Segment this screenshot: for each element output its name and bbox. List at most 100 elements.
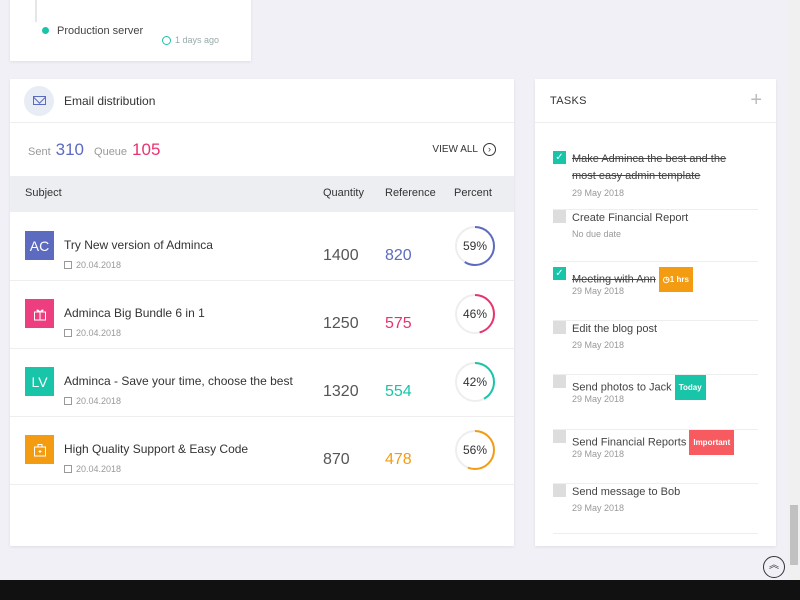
task-text: Meeting with Ann bbox=[572, 273, 656, 286]
briefcase-icon bbox=[33, 443, 46, 456]
task-text: Create Financial Report bbox=[572, 212, 689, 224]
percent-value: 59% bbox=[462, 239, 488, 253]
view-all-link[interactable]: VIEW ALL › bbox=[432, 143, 496, 156]
table-row[interactable]: LV Adminca - Save your time, choose the … bbox=[10, 349, 514, 417]
task-text-row: Send message to Bob bbox=[572, 484, 752, 501]
row-date: 20.04.2018 bbox=[64, 464, 121, 474]
column-subject: Subject bbox=[25, 187, 62, 199]
percent-ring: 46% bbox=[454, 293, 496, 340]
table-row[interactable]: Adminca Big Bundle 6 in 1 20.04.2018 125… bbox=[10, 281, 514, 349]
task-badge: ◷1 hrs bbox=[658, 267, 693, 292]
row-date-label: 20.04.2018 bbox=[76, 396, 122, 406]
sent-label: Sent bbox=[28, 146, 51, 158]
table-row[interactable]: AC Try New version of Adminca 20.04.2018… bbox=[10, 213, 514, 281]
queue-label: Queue bbox=[94, 146, 128, 158]
scroll-to-top-button[interactable]: ︽ bbox=[763, 556, 785, 578]
task-item[interactable]: Send photos to Jack Today 29 May 2018 bbox=[553, 375, 758, 430]
task-badge-label: 1 hrs bbox=[669, 275, 689, 284]
percent-value: 56% bbox=[462, 443, 488, 457]
percent-value: 42% bbox=[462, 375, 488, 389]
chevron-right-icon: › bbox=[483, 143, 496, 156]
avatar: AC bbox=[25, 231, 54, 260]
task-item[interactable]: Send Financial Reports Important 29 May 2… bbox=[553, 430, 758, 484]
task-text: Send photos to Jack bbox=[572, 381, 672, 394]
avatar: LV bbox=[25, 367, 54, 396]
task-date: 29 May 2018 bbox=[572, 286, 625, 296]
tasks-title: TASKS bbox=[550, 95, 587, 107]
task-checkbox[interactable]: ✓ bbox=[553, 151, 566, 164]
task-text-row: Send Financial Reports Important bbox=[572, 430, 752, 455]
row-date: 20.04.2018 bbox=[64, 260, 121, 270]
task-item[interactable]: Send message to Bob 29 May 2018 bbox=[553, 484, 758, 534]
table-header: Subject Quantity Reference Percent bbox=[10, 176, 514, 212]
row-reference: 820 bbox=[385, 247, 412, 264]
row-date-label: 20.04.2018 bbox=[76, 464, 122, 474]
task-checkbox[interactable] bbox=[553, 321, 566, 334]
timeline-item-text: Production server bbox=[57, 25, 144, 37]
sent-value: 310 bbox=[55, 140, 85, 159]
task-badge-label: Important bbox=[693, 438, 731, 447]
task-date: 29 May 2018 bbox=[572, 394, 625, 404]
task-text-row: Edit the blog post bbox=[572, 321, 752, 338]
row-subject[interactable]: Adminca - Save your time, choose the bes… bbox=[64, 374, 293, 388]
row-quantity: 1320 bbox=[323, 383, 359, 400]
avatar bbox=[25, 435, 54, 464]
task-item[interactable]: Edit the blog post 29 May 2018 bbox=[553, 321, 758, 375]
avatar bbox=[25, 299, 54, 328]
task-badge: Today bbox=[674, 375, 706, 400]
percent-ring: 59% bbox=[454, 225, 496, 272]
clock-icon bbox=[162, 35, 171, 45]
email-card-header: Email distribution bbox=[10, 79, 514, 123]
row-subject[interactable]: Adminca Big Bundle 6 in 1 bbox=[64, 306, 205, 320]
tasks-header: TASKS + bbox=[535, 79, 776, 123]
task-checkbox[interactable] bbox=[553, 210, 566, 223]
email-distribution-card: Email distribution Sent 310 Queue 105 VI… bbox=[10, 79, 514, 546]
timeline-time-label: 1 days ago bbox=[175, 35, 220, 45]
calendar-icon bbox=[64, 397, 72, 405]
row-reference: 554 bbox=[385, 383, 412, 400]
check-icon: ✓ bbox=[555, 268, 564, 279]
task-item[interactable]: Create Financial Report No due date bbox=[553, 210, 758, 262]
task-text-row: Send photos to Jack Today bbox=[572, 375, 752, 400]
task-text: Send Financial Reports bbox=[572, 436, 687, 449]
email-card-title: Email distribution bbox=[64, 93, 156, 108]
task-checkbox[interactable] bbox=[553, 484, 566, 497]
row-date: 20.04.2018 bbox=[64, 328, 121, 338]
task-date: 29 May 2018 bbox=[572, 340, 625, 350]
email-stats: Sent 310 Queue 105 bbox=[28, 140, 170, 160]
table-row[interactable]: High Quality Support & Easy Code 20.04.2… bbox=[10, 417, 514, 485]
column-quantity: Quantity bbox=[323, 187, 364, 199]
scrollbar-thumb[interactable] bbox=[790, 505, 798, 565]
clock-icon: ◷ bbox=[662, 275, 670, 284]
row-subject[interactable]: High Quality Support & Easy Code bbox=[64, 442, 249, 456]
task-date: 29 May 2018 bbox=[572, 503, 625, 513]
add-task-icon[interactable]: + bbox=[750, 89, 762, 111]
task-date: 29 May 2018 bbox=[572, 188, 625, 198]
page-scrollbar[interactable] bbox=[788, 0, 800, 580]
percent-ring: 42% bbox=[454, 361, 496, 408]
view-all-label: VIEW ALL bbox=[432, 144, 478, 155]
row-quantity: 1400 bbox=[323, 247, 359, 264]
queue-value: 105 bbox=[132, 140, 161, 159]
task-checkbox[interactable]: ✓ bbox=[553, 267, 566, 280]
task-text-row: Make Adminca the best and the most easy … bbox=[572, 151, 752, 185]
task-item[interactable]: ✓ Meeting with Ann ◷1 hrs 29 May 2018 bbox=[553, 267, 758, 321]
task-checkbox[interactable] bbox=[553, 430, 566, 443]
check-icon: ✓ bbox=[555, 152, 564, 163]
timeline-line bbox=[35, 0, 37, 22]
row-reference: 478 bbox=[385, 451, 412, 468]
task-text: Edit the blog post bbox=[572, 323, 658, 335]
row-quantity: 1250 bbox=[323, 315, 359, 332]
timeline-card: Production server 1 days ago bbox=[10, 0, 251, 61]
task-item[interactable]: ✓ Make Adminca the best and the most eas… bbox=[553, 151, 758, 210]
row-subject[interactable]: Try New version of Adminca bbox=[64, 238, 213, 252]
taskbar bbox=[0, 580, 800, 600]
task-date: 29 May 2018 bbox=[572, 449, 625, 459]
row-reference: 575 bbox=[385, 315, 412, 332]
task-text: Send message to Bob bbox=[572, 486, 681, 498]
task-date: No due date bbox=[572, 229, 622, 239]
task-text-row: Create Financial Report bbox=[572, 210, 752, 227]
tasks-card: TASKS + ✓ Make Adminca the best and the … bbox=[535, 79, 776, 546]
task-badge: Important bbox=[689, 430, 735, 455]
task-checkbox[interactable] bbox=[553, 375, 566, 388]
